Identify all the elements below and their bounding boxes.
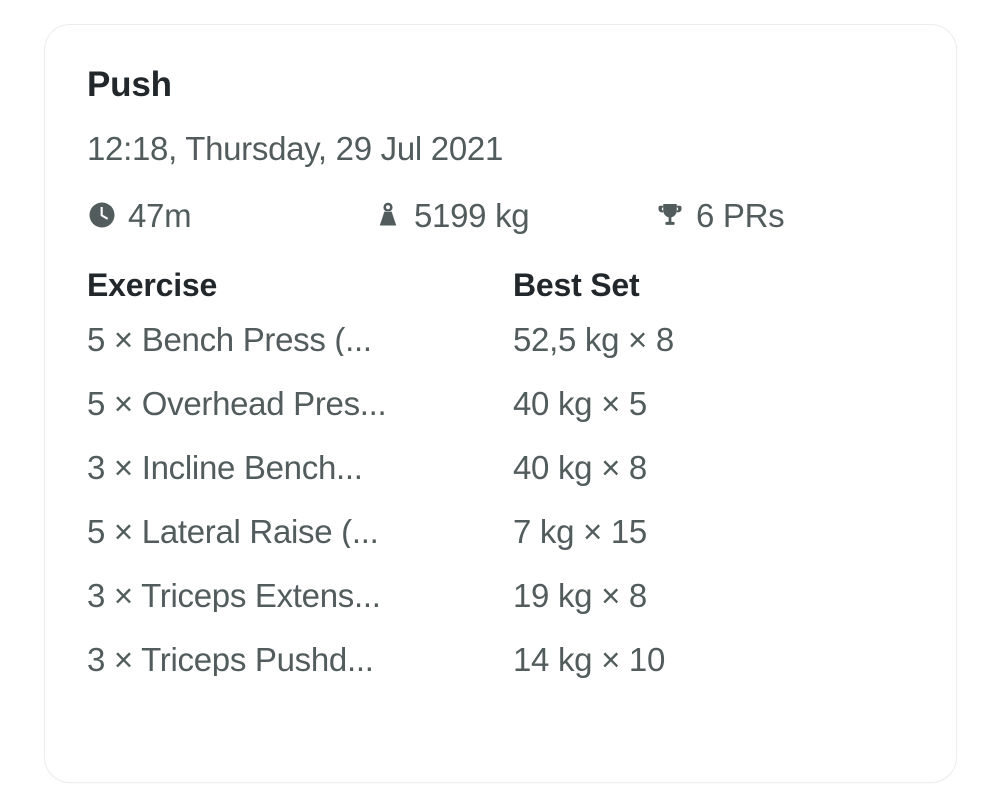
stat-volume-value: 5199 kg [414,196,530,234]
cell-best-set: 52,5 kg × 8 [513,321,674,358]
table-row[interactable]: 5 × Overhead Pres... 40 kg × 5 [87,387,926,451]
column-header-exercise: Exercise [87,267,218,303]
workout-datetime: 12:18, Thursday, 29 Jul 2021 [87,130,504,167]
table-row[interactable]: 3 × Incline Bench... 40 kg × 8 [87,451,926,515]
stat-duration-value: 47m [128,196,192,234]
cell-best-set: 19 kg × 8 [513,577,647,614]
table-row[interactable]: 5 × Bench Press (... 52,5 kg × 8 [87,323,926,387]
clock-icon [87,200,117,230]
cell-best-set: 40 kg × 8 [513,449,647,486]
column-header-best-set: Best Set [513,267,640,303]
cell-best-set: 7 kg × 15 [513,513,647,550]
exercise-name: 5 × Overhead Pres... [87,387,387,420]
workout-card[interactable]: Push 12:18, Thursday, 29 Jul 2021 47m [44,24,957,783]
table-row[interactable]: 3 × Triceps Extens... 19 kg × 8 [87,579,926,643]
workout-stats: 47m 5199 kg [87,195,926,235]
cell-exercise: 3 × Incline Bench... [87,451,513,515]
stat-prs-value: 6 PRs [696,196,785,234]
exercise-name: 5 × Bench Press (... [87,323,372,356]
table-row[interactable]: 5 × Lateral Raise (... 7 kg × 15 [87,515,926,579]
exercise-name: 3 × Incline Bench... [87,451,363,484]
workout-title: Push [87,65,172,104]
exercise-name: 5 × Lateral Raise (... [87,515,379,548]
stat-volume: 5199 kg [373,195,655,235]
table-row[interactable]: 3 × Triceps Pushd... 14 kg × 10 [87,643,926,676]
cell-best-set: 40 kg × 5 [513,385,647,422]
exercise-table: Exercise Best Set 5 × Bench Press (... 5… [87,269,926,676]
trophy-icon [655,200,685,230]
stat-duration: 47m [87,195,373,235]
exercise-name: 3 × Triceps Extens... [87,579,381,612]
cell-exercise: 5 × Bench Press (... [87,323,513,387]
weight-icon [373,200,403,230]
card-content: Push 12:18, Thursday, 29 Jul 2021 47m [87,67,926,676]
cell-exercise: 5 × Lateral Raise (... [87,515,513,579]
cell-best-set: 14 kg × 10 [513,641,666,678]
table-header-row: Exercise Best Set [87,269,926,323]
stat-prs: 6 PRs [655,195,785,235]
cell-exercise: 3 × Triceps Extens... [87,579,513,643]
cell-exercise: 3 × Triceps Pushd... [87,643,513,676]
cell-exercise: 5 × Overhead Pres... [87,387,513,451]
exercise-name: 3 × Triceps Pushd... [87,643,374,676]
